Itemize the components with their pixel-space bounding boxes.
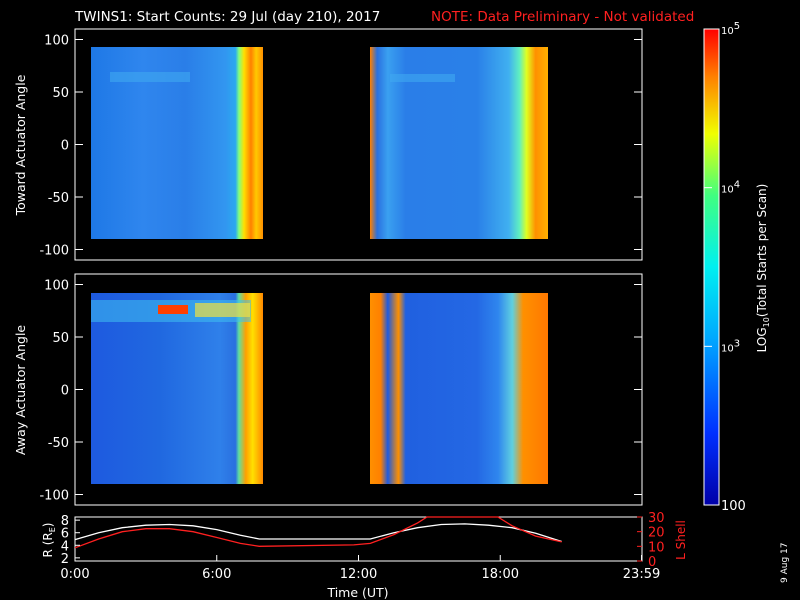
toward-band-60 <box>110 72 190 82</box>
y-tick-left-label: 4 <box>61 539 69 554</box>
y-tick-right-label: 0 <box>648 555 656 570</box>
x-axis-label: Time (UT) <box>326 585 388 600</box>
y-tick-left-label: 2 <box>61 552 69 567</box>
colorbar-tick-label: 100 <box>721 499 746 514</box>
x-tick-label: 23:59 <box>623 567 660 582</box>
y-tick-right-label: 10 <box>648 540 665 555</box>
y-tick-label: 0 <box>61 139 69 154</box>
datestamp: 9 Aug 17 <box>780 543 790 583</box>
away-band-70b <box>195 303 250 317</box>
toward-heatmap <box>91 47 548 239</box>
away-y-axis: 100 50 0 -50 -100 <box>39 279 642 504</box>
y-tick-left-label: 8 <box>61 514 69 529</box>
away-hotspot <box>158 305 188 314</box>
x-tick-label: 12:00 <box>340 567 377 582</box>
preliminary-note: NOTE: Data Preliminary - Not validated <box>431 9 694 25</box>
y-tick-label: -50 <box>48 436 69 451</box>
colorbar-tick-label: 105 <box>721 21 740 37</box>
y-tick-right-label: 30 <box>648 511 665 526</box>
orbit-series <box>74 516 562 549</box>
y-tick-label: 50 <box>52 86 69 101</box>
y-tick-left-label: 6 <box>61 527 69 542</box>
away-interval-2 <box>370 293 548 484</box>
y-tick-label: 50 <box>52 331 69 346</box>
colorbar-label: LOG10(Total Starts per Scan) <box>755 184 771 353</box>
toward-panel: 100 50 0 -50 -100 Toward Actuator Angle <box>13 28 643 261</box>
toward-ylabel: Toward Actuator Angle <box>13 74 28 216</box>
y-tick-label: -100 <box>39 489 69 504</box>
away-heatmap <box>91 293 548 484</box>
x-tick-label: 0:00 <box>60 567 89 582</box>
toward-band-60b <box>390 74 455 82</box>
colorbar: 100 103 104 105 LOG10(Total Starts per Scan… <box>703 21 771 514</box>
orbit-ylabel-right: L Shell <box>674 520 688 560</box>
series-r <box>74 523 562 543</box>
chart-title: TWINS1: Start Counts: 29 Jul (day 210), … <box>74 9 380 25</box>
away-panel: 100 50 0 -50 -100 Away Actuator Angle <box>13 273 643 506</box>
away-ylabel: Away Actuator Angle <box>13 325 28 456</box>
y-tick-right-label: 20 <box>648 526 665 541</box>
y-tick-label: 100 <box>44 34 69 49</box>
series-l-shell <box>74 516 562 549</box>
colorbar-gradient <box>703 28 720 506</box>
away-interval-1 <box>91 293 263 484</box>
toward-y-axis: 100 50 0 -50 -100 <box>39 34 642 259</box>
colorbar-tick-label: 103 <box>721 338 740 354</box>
y-tick-label: 0 <box>61 384 69 399</box>
x-tick-label: 18:00 <box>482 567 519 582</box>
colorbar-tick-label: 104 <box>721 180 740 196</box>
y-tick-label: -100 <box>39 244 69 259</box>
colorbar-ticks: 100 103 104 105 <box>704 21 746 514</box>
y-tick-label: -50 <box>48 191 69 206</box>
y-tick-label: 100 <box>44 279 69 294</box>
orbit-ylabel-left: R (RE) <box>41 523 57 558</box>
x-tick-label: 6:00 <box>202 567 231 582</box>
